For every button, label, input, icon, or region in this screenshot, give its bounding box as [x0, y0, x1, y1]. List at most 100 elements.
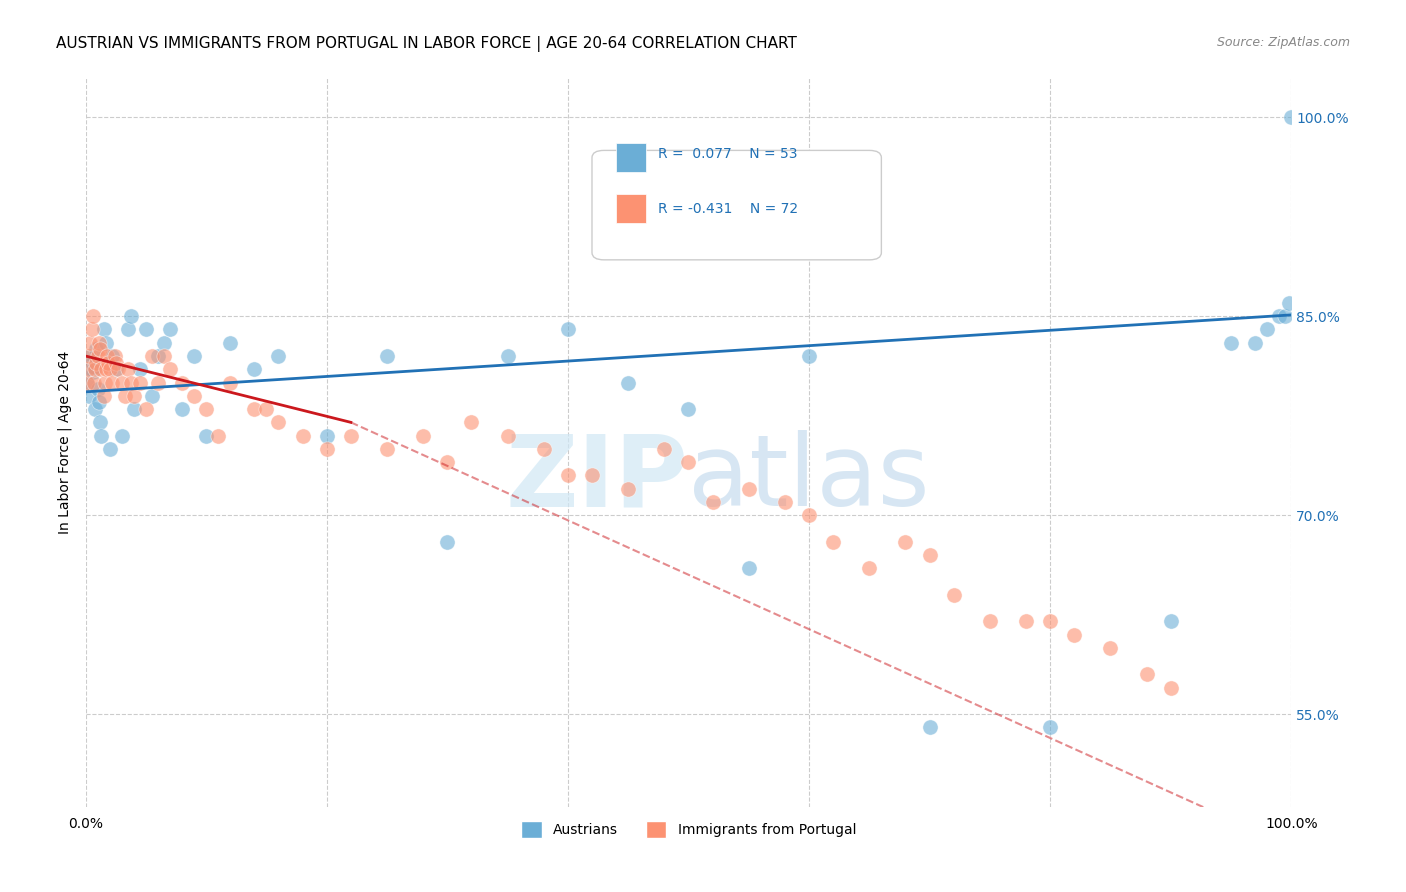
Point: [267, 349, 290, 363]
Point: [94, 362, 117, 376]
Point: [1039, 615, 1062, 629]
Point: [77, 362, 100, 376]
Point: [1063, 627, 1085, 641]
Point: [207, 428, 229, 442]
Point: [86, 349, 108, 363]
Point: [678, 402, 700, 417]
Point: [581, 468, 603, 483]
Point: [254, 402, 277, 417]
Point: [243, 402, 266, 417]
Point: [104, 356, 127, 370]
Point: [80, 322, 103, 336]
Point: [436, 455, 458, 469]
Point: [79, 349, 101, 363]
Point: [76, 376, 98, 390]
Point: [80, 356, 103, 370]
Point: [738, 561, 761, 575]
Point: [128, 362, 150, 376]
Point: [1278, 296, 1301, 310]
Point: [87, 395, 110, 409]
Point: [979, 615, 1001, 629]
Point: [183, 349, 205, 363]
Point: [101, 376, 124, 390]
Bar: [616, 143, 647, 172]
Bar: [616, 194, 647, 223]
Point: [315, 442, 337, 456]
Point: [617, 376, 640, 390]
Point: [170, 402, 193, 417]
Point: [858, 561, 880, 575]
Point: [90, 362, 112, 376]
Point: [219, 376, 242, 390]
Point: [195, 402, 218, 417]
Point: [86, 343, 108, 357]
Point: [412, 428, 434, 442]
Point: [1160, 681, 1182, 695]
Point: [114, 389, 136, 403]
Point: [340, 428, 363, 442]
Point: [83, 376, 105, 390]
Point: [460, 415, 482, 429]
Point: [1220, 335, 1243, 350]
Text: R = -0.431    N = 72: R = -0.431 N = 72: [658, 202, 799, 216]
Point: [702, 495, 724, 509]
Point: [98, 362, 121, 376]
Point: [77, 362, 100, 376]
Text: atlas: atlas: [689, 430, 931, 527]
Point: [557, 468, 579, 483]
Point: [291, 428, 314, 442]
Point: [146, 349, 169, 363]
Point: [83, 359, 105, 374]
Point: [77, 389, 100, 403]
Point: [375, 442, 398, 456]
Point: [773, 495, 796, 509]
Point: [159, 322, 181, 336]
Point: [84, 402, 107, 417]
Point: [654, 442, 676, 456]
Point: [738, 482, 761, 496]
Point: [117, 362, 139, 376]
Point: [243, 362, 266, 376]
Point: [1099, 640, 1122, 655]
FancyBboxPatch shape: [592, 151, 882, 260]
Point: [82, 310, 104, 324]
Point: [894, 534, 917, 549]
Point: [104, 362, 127, 376]
Point: [103, 349, 125, 363]
Point: [797, 349, 820, 363]
Point: [797, 508, 820, 523]
Point: [436, 534, 458, 549]
Point: [918, 721, 941, 735]
Text: R =  0.077    N = 53: R = 0.077 N = 53: [658, 147, 797, 161]
Point: [375, 349, 398, 363]
Point: [111, 428, 134, 442]
Point: [159, 362, 181, 376]
Point: [86, 356, 108, 370]
Point: [141, 349, 163, 363]
Point: [1256, 322, 1278, 336]
Point: [1268, 310, 1291, 324]
Point: [120, 376, 142, 390]
Point: [98, 442, 121, 456]
Point: [533, 442, 555, 456]
Point: [141, 389, 163, 403]
Point: [84, 362, 107, 376]
Point: [146, 376, 169, 390]
Point: [122, 389, 145, 403]
Point: [1279, 110, 1302, 124]
Point: [117, 322, 139, 336]
Point: [1015, 615, 1038, 629]
Point: [315, 428, 337, 442]
Point: [1160, 615, 1182, 629]
Point: [101, 349, 124, 363]
Point: [557, 322, 579, 336]
Text: Source: ZipAtlas.com: Source: ZipAtlas.com: [1216, 36, 1350, 49]
Point: [135, 322, 157, 336]
Point: [153, 349, 176, 363]
Point: [496, 428, 519, 442]
Point: [678, 455, 700, 469]
Point: [94, 335, 117, 350]
Point: [942, 588, 965, 602]
Point: [1244, 335, 1267, 350]
Point: [86, 382, 108, 396]
